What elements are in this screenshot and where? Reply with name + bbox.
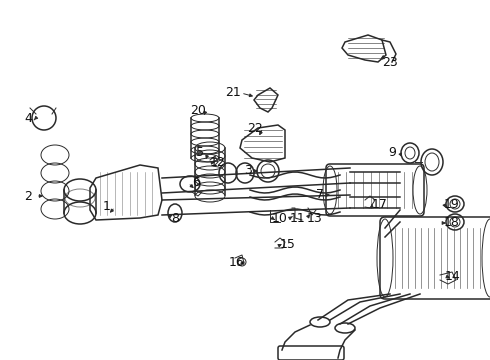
Text: 23: 23 [382,55,398,68]
Text: 7: 7 [316,189,324,202]
Text: 8: 8 [171,211,179,225]
Text: 5: 5 [196,147,204,159]
Text: 10: 10 [272,211,288,225]
Text: 15: 15 [280,238,296,252]
Text: 3: 3 [244,165,252,177]
Text: 12: 12 [210,157,226,170]
Text: 1: 1 [103,201,111,213]
Text: 18: 18 [444,216,460,230]
Text: 17: 17 [372,198,388,211]
Text: 14: 14 [445,270,461,283]
Text: 6: 6 [192,176,200,189]
Text: 20: 20 [190,104,206,117]
Text: 21: 21 [225,86,241,99]
Text: 9: 9 [388,147,396,159]
Text: 2: 2 [24,189,32,202]
Text: 13: 13 [307,211,323,225]
Text: 16: 16 [229,256,245,270]
Text: 11: 11 [290,211,306,225]
Text: 4: 4 [24,112,32,125]
Text: 19: 19 [444,198,460,211]
Text: 22: 22 [247,122,263,135]
